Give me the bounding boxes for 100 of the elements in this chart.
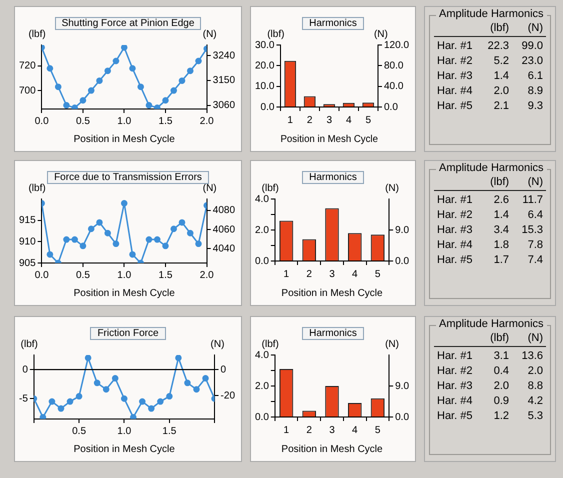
x-axis-title: Position in Mesh Cycle xyxy=(74,288,176,299)
y-axis-title: (lbf) xyxy=(262,338,279,350)
chart-title: Harmonics xyxy=(302,171,364,184)
chart-title: Harmonics xyxy=(302,17,364,30)
x-tick-label: 5 xyxy=(374,268,381,280)
chart-title: Friction Force xyxy=(90,327,166,340)
text: (N) xyxy=(512,176,546,191)
text: 22.3 xyxy=(486,40,510,52)
text: 0.4 xyxy=(492,365,510,377)
x-tick-label: 1.5 xyxy=(158,116,173,127)
text: (N) xyxy=(512,22,546,37)
text: 6.1 xyxy=(526,70,544,82)
y-tick-label: 905 xyxy=(18,258,36,269)
y-tick-label: 20.0 xyxy=(254,60,275,72)
x-tick-label: 1 xyxy=(284,268,290,280)
text: 1.4 xyxy=(492,70,510,82)
y-tick-label: 720 xyxy=(18,60,36,72)
y-tick-label: 0.0 xyxy=(254,412,270,423)
y2-tick-label: 3240 xyxy=(212,50,236,62)
text: 9.3 xyxy=(526,100,544,112)
text: 1.7 xyxy=(492,254,510,266)
text: Har. #4 xyxy=(436,85,474,97)
x-tick-label: 4 xyxy=(352,268,358,280)
text: Har. #2 xyxy=(436,209,474,221)
text: 7.4 xyxy=(526,254,544,266)
x-tick-label: 2 xyxy=(306,424,312,436)
x-axis-title: Position in Mesh Cycle xyxy=(281,288,384,299)
y-tick-label: 10.0 xyxy=(254,81,275,92)
x-tick-label: 1 xyxy=(287,114,294,126)
x-tick-label: 5 xyxy=(374,424,381,436)
y2-tick-label: 9.0 xyxy=(395,224,410,236)
text: 5.3 xyxy=(526,410,544,422)
x-tick-label: 2 xyxy=(306,268,312,280)
x-tick-label: 3 xyxy=(329,268,336,280)
x-tick-label: 2 xyxy=(306,114,313,126)
x-tick-label: 2.0 xyxy=(200,270,214,281)
y2-axis-title: (N) xyxy=(210,338,224,350)
y2-axis-title: (N) xyxy=(385,338,399,350)
text: Har. #5 xyxy=(436,100,474,112)
y2-tick-label: 4060 xyxy=(212,224,236,236)
text: Har. #4 xyxy=(436,395,474,407)
text: 2.0 xyxy=(492,85,510,97)
x-tick-label: 4 xyxy=(352,424,358,436)
text: 99.0 xyxy=(520,40,544,52)
y-axis-title: (lbf) xyxy=(267,28,284,40)
chart-title: Force due to Transmission Errors xyxy=(47,171,209,184)
text: Har. #3 xyxy=(436,380,474,392)
text: 1.2 xyxy=(492,410,510,422)
x-tick-label: 1.5 xyxy=(162,426,177,437)
text: Har. #3 xyxy=(436,70,474,82)
text: 8.8 xyxy=(526,380,544,392)
y-tick-label: 2.0 xyxy=(254,224,270,236)
text: (lbf) xyxy=(478,176,512,191)
text: Har. #1 xyxy=(436,350,474,362)
x-tick-label: 0.0 xyxy=(34,116,50,127)
y2-tick-label: 4080 xyxy=(212,205,236,216)
text: 7.8 xyxy=(526,239,544,251)
y2-tick-label: 3150 xyxy=(212,75,236,86)
y-axis-title: (lbf) xyxy=(262,182,279,194)
text: 2.1 xyxy=(492,100,510,112)
text: (lbf) xyxy=(478,22,512,37)
text: 1.8 xyxy=(492,239,510,251)
y-tick-label: 0.0 xyxy=(254,256,270,267)
x-tick-label: 1.0 xyxy=(117,116,132,127)
y2-axis-title: (N) xyxy=(374,28,388,40)
x-axis-title: Position in Mesh Cycle xyxy=(281,444,384,455)
x-tick-label: 4 xyxy=(346,114,352,126)
x-axis-title: Position in Mesh Cycle xyxy=(280,134,378,145)
x-tick-label: 5 xyxy=(365,114,372,126)
y2-axis-title: (N) xyxy=(385,182,399,194)
text: 1.4 xyxy=(492,209,510,221)
text: Amplitude Harmonics xyxy=(436,8,547,20)
text: Amplitude Harmonics xyxy=(436,318,547,330)
x-axis-title: Position in Mesh Cycle xyxy=(74,134,176,145)
y-axis-title: (lbf) xyxy=(20,338,38,350)
text: 2.0 xyxy=(492,380,510,392)
text: 15.3 xyxy=(520,224,544,236)
y-axis-title: (lbf) xyxy=(28,182,46,194)
text: 0.9 xyxy=(492,395,510,407)
y2-tick-label: 3060 xyxy=(212,100,236,112)
y-tick-label: 700 xyxy=(18,85,36,96)
text: 2.6 xyxy=(492,194,510,206)
y2-axis-title: (N) xyxy=(202,182,217,194)
y2-tick-label: 0.0 xyxy=(384,102,398,113)
y2-axis-title: (N) xyxy=(202,28,217,40)
text: Har. #1 xyxy=(436,40,474,52)
y2-tick-label: 0 xyxy=(220,364,227,376)
text: Har. #2 xyxy=(436,365,474,377)
y-tick-label: 4.0 xyxy=(254,350,270,361)
text: Har. #5 xyxy=(436,254,474,266)
y-tick-label: 0.0 xyxy=(260,102,275,113)
text: 3.4 xyxy=(492,224,510,236)
x-tick-label: 1 xyxy=(284,424,290,436)
x-tick-label: 0.5 xyxy=(72,426,86,437)
x-tick-label: 3 xyxy=(326,114,332,126)
y2-tick-label: 0.0 xyxy=(395,256,410,267)
text: 3.1 xyxy=(492,350,510,362)
text: Har. #3 xyxy=(436,224,474,236)
text: 13.6 xyxy=(520,350,544,362)
y-tick-label: 2.0 xyxy=(254,380,270,392)
